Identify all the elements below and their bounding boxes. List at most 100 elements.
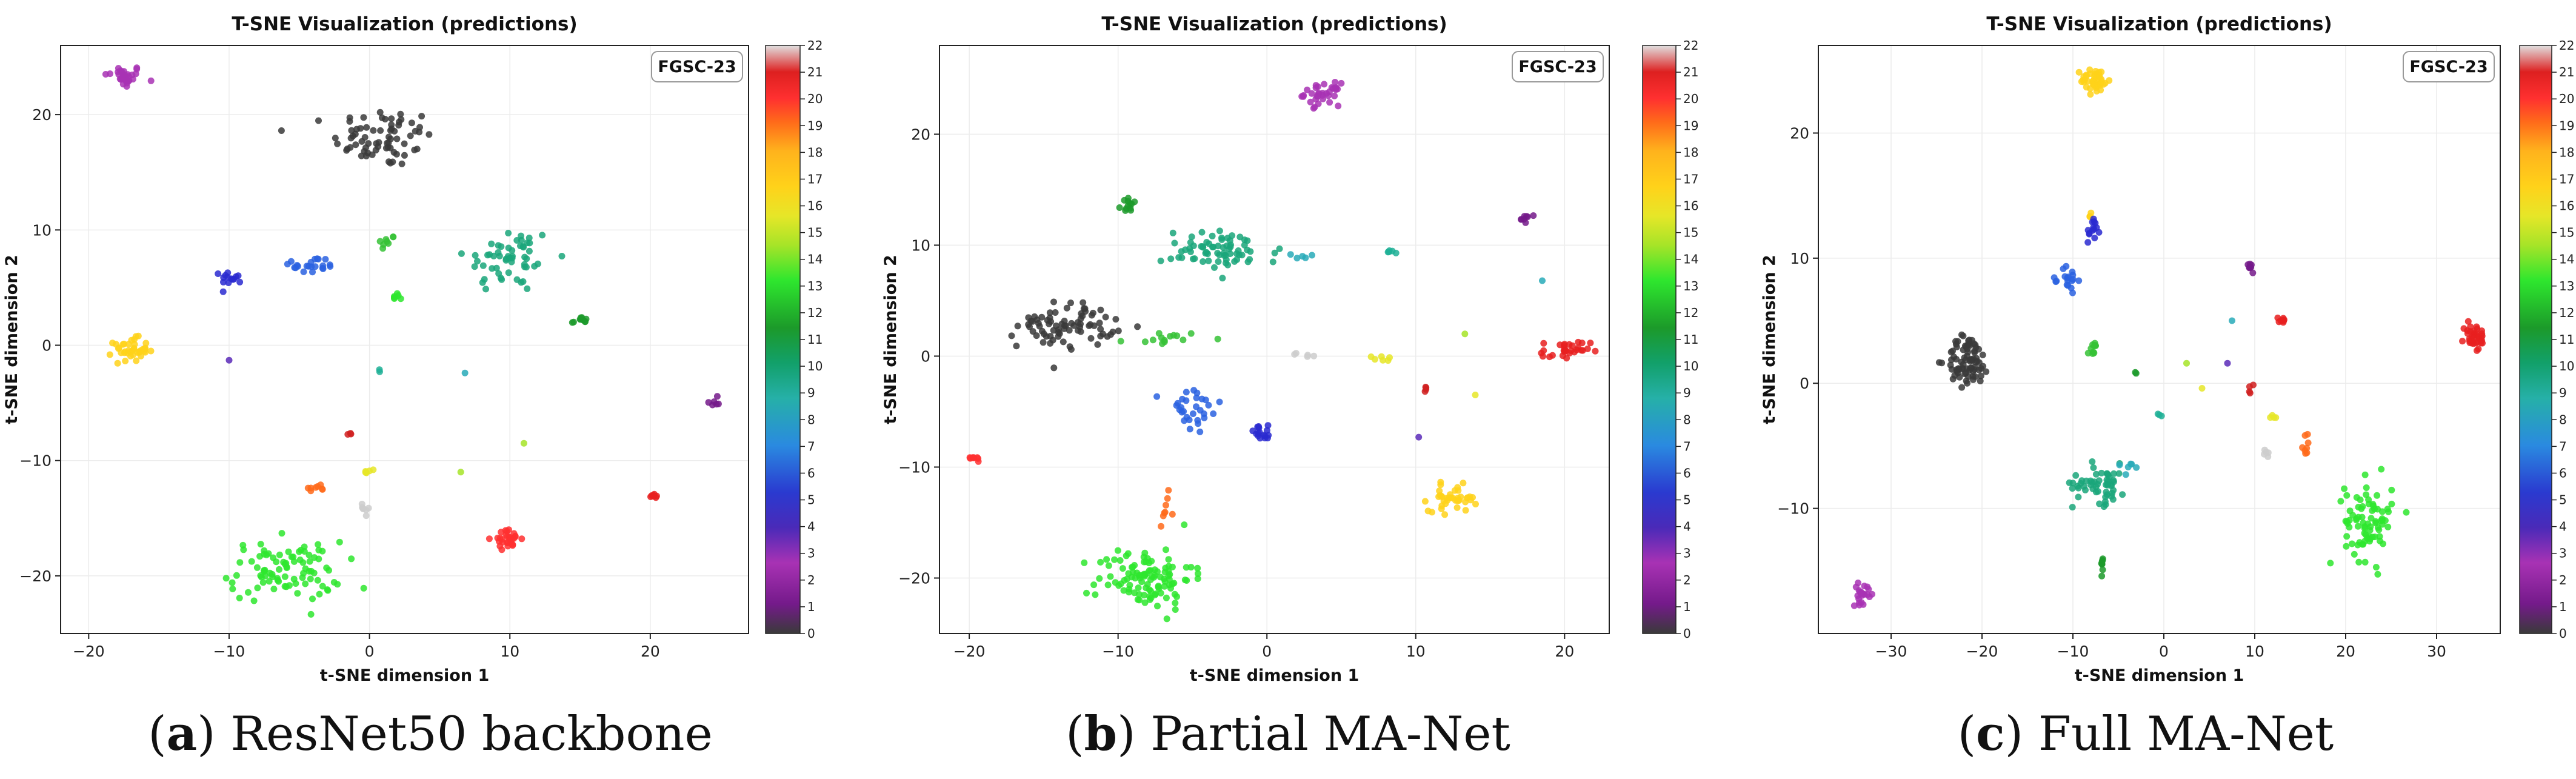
scatter-point-class-3: [225, 356, 233, 364]
scatter-point-class-13: [236, 595, 243, 601]
scatter-point-class-9: [472, 252, 479, 259]
scatter-point-class-13: [276, 551, 283, 558]
scatter-point-class-13: [248, 558, 255, 565]
scatter-point-class-5: [1193, 394, 1200, 401]
scatter-point-class-7: [1299, 253, 1306, 260]
scatter-point-class-22: [1304, 353, 1311, 360]
scatter-point-class-0: [1047, 318, 1055, 325]
scatter-point-class-0: [393, 150, 400, 158]
colorbar-tick-label: 18: [2559, 145, 2574, 159]
scatter-point-class-2: [1315, 90, 1322, 97]
scatter-point-class-9: [488, 240, 495, 247]
scatter-point-class-9: [1200, 258, 1207, 265]
scatter-point-class-9: [1169, 229, 1176, 236]
scatter-point-class-16: [1446, 494, 1453, 501]
scatter-point-class-21: [344, 431, 352, 438]
scatter-point-class-20: [2475, 333, 2482, 341]
scatter-point-class-11: [576, 316, 584, 323]
scatter-point-class-9: [2092, 470, 2100, 478]
y-tick-label: 10: [1790, 250, 1809, 267]
scatter-point-class-7: [1309, 252, 1315, 259]
scatter-point-class-13: [2363, 491, 2370, 498]
scatter-point-class-19: [486, 535, 493, 543]
colorbar: [765, 45, 801, 634]
colorbar-tick-label: 14: [2559, 252, 2574, 267]
scatter-point-class-15: [2198, 385, 2206, 392]
scatter-point-class-0: [1040, 330, 1047, 338]
y-tick-label: −10: [898, 458, 930, 476]
scatter-point-class-9: [2098, 469, 2105, 476]
colorbar-tick-label: 15: [2559, 226, 2574, 240]
colorbar-tick-label: 10: [1683, 359, 1698, 373]
scatter-point-class-9: [2087, 477, 2094, 484]
scatter-point-class-14: [1461, 330, 1469, 338]
scatter-point-class-13: [2377, 537, 2383, 544]
scatter-point-class-20: [1563, 355, 1570, 362]
scatter-point-class-2: [115, 65, 122, 72]
scatter-point-class-13: [1171, 590, 1178, 598]
scatter-point-class-13: [259, 579, 267, 586]
scatter-point-class-13: [1143, 584, 1150, 592]
colorbar-tick-label: 12: [1683, 306, 1698, 320]
scatter-point-class-13: [240, 546, 247, 553]
scatter-point-class-3: [1415, 433, 1423, 441]
y-tick-label: 20: [911, 125, 930, 143]
scatter-point-class-0: [1963, 365, 1970, 372]
scatter-point-class-13: [1181, 521, 1188, 529]
scatter-point-class-0: [1067, 299, 1074, 307]
scatter-point-class-9: [519, 278, 527, 285]
colorbar-tick-label: 20: [807, 92, 823, 106]
y-tick-label: 0: [1800, 375, 1809, 392]
scatter-point-class-0: [1948, 366, 1955, 373]
scatter-point-class-9: [2080, 483, 2087, 490]
colorbar-tick-label: 14: [1683, 252, 1698, 267]
scatter-point-class-13: [2353, 517, 2360, 524]
colorbar-tick-label: 10: [2559, 359, 2574, 373]
scatter-point-class-16: [2100, 81, 2107, 88]
scatter-point-class-9: [521, 253, 529, 261]
scatter-point-class-13: [1111, 556, 1118, 563]
scatter-point-class-13: [391, 295, 398, 302]
scatter-point-class-13: [2388, 500, 2395, 507]
scatter-point-class-0: [1087, 321, 1094, 328]
scatter-point-class-13: [2388, 486, 2395, 493]
x-tick-label: 20: [641, 643, 660, 660]
scatter-point-class-13: [360, 584, 367, 592]
scatter-point-class-2: [1856, 599, 1863, 606]
scatter-point-class-22: [365, 504, 372, 512]
scatter-point-class-13: [1169, 563, 1176, 570]
scatter-point-class-5: [1193, 389, 1201, 396]
scatter-point-class-16: [132, 333, 139, 340]
scatter-point-class-18: [307, 484, 315, 492]
colorbar-tick-label: 1: [1683, 600, 1691, 614]
scatter-point-class-13: [316, 590, 323, 598]
scatter-point-class-4: [235, 272, 242, 279]
colorbar-tick-label: 17: [807, 172, 823, 186]
scatter-point-class-11: [1131, 198, 1138, 206]
scatter-point-class-5: [1183, 397, 1190, 404]
scatter-point-class-16: [2075, 69, 2083, 76]
scatter-point-class-4: [1263, 427, 1270, 434]
colorbar-tick-label: 6: [1683, 466, 1691, 480]
scatter-point-class-13: [281, 583, 289, 590]
scatter-point-class-9: [1198, 243, 1205, 250]
scatter-point-class-13: [2363, 484, 2370, 491]
scatter-point-class-13: [1083, 589, 1090, 597]
scatter-point-class-0: [370, 127, 377, 134]
scatter-point-class-13: [2372, 520, 2380, 527]
scatter-point-class-16: [125, 341, 132, 348]
scatter-point-class-0: [1070, 322, 1078, 329]
scatter-point-class-9: [2094, 488, 2101, 495]
legend-label: FGSC-23: [1518, 58, 1597, 76]
scatter-point-class-16: [1436, 487, 1443, 495]
scatter-point-class-9: [493, 264, 500, 272]
scatter-point-class-0: [1047, 339, 1054, 347]
scatter-point-class-0: [315, 117, 322, 124]
scatter-point-class-0: [346, 114, 353, 121]
colorbar-tick-label: 0: [2559, 626, 2567, 641]
colorbar-tick-label: 9: [1683, 386, 1691, 400]
scatter-point-class-20: [1540, 353, 1546, 360]
scatter-point-class-9: [558, 253, 566, 259]
colorbar-tick-label: 7: [807, 439, 815, 453]
scatter-point-class-13: [1194, 564, 1201, 572]
